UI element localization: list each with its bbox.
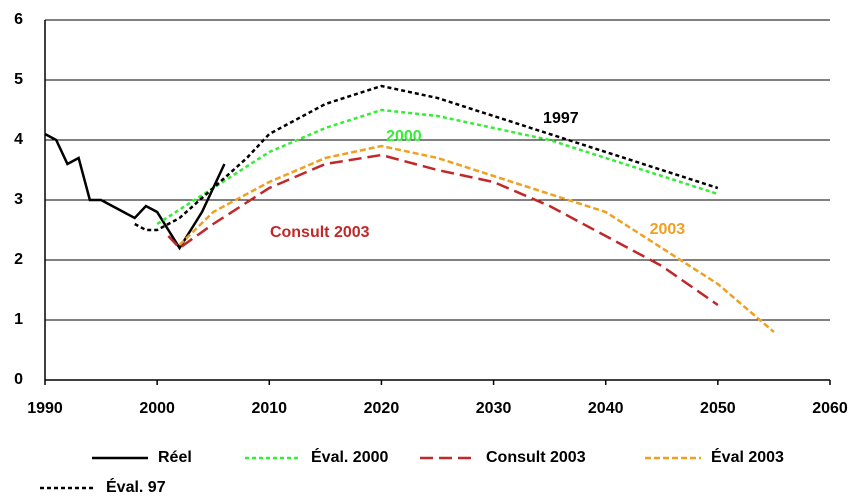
legend-label: Éval 2003 [711, 447, 784, 466]
x-tick-label: 2030 [476, 400, 512, 417]
x-tick-label: 1990 [27, 400, 63, 417]
series-line [44, 132, 226, 251]
y-tick-label: 5 [14, 71, 23, 88]
y-tick-label: 1 [14, 311, 23, 328]
annotation: 2000 [386, 128, 422, 145]
legend-label: Consult 2003 [486, 449, 586, 466]
legend-label: Réel [158, 449, 192, 466]
annotation: 1997 [543, 110, 579, 127]
y-tick-label: 0 [14, 371, 23, 388]
annotation: Consult 2003 [270, 224, 370, 241]
x-tick-label: 2020 [364, 400, 400, 417]
legend-label: Éval. 97 [106, 477, 166, 496]
series-line [178, 144, 775, 333]
x-tick-label: 2060 [812, 400, 848, 417]
annotation: 2003 [650, 221, 686, 238]
y-tick-label: 4 [14, 131, 23, 148]
x-tick-label: 2000 [139, 400, 175, 417]
y-tick-label: 3 [14, 191, 23, 208]
y-tick-label: 6 [14, 11, 23, 28]
legend-label: Éval. 2000 [311, 447, 389, 466]
y-tick-label: 2 [14, 251, 23, 268]
x-tick-label: 2010 [251, 400, 287, 417]
series-line [167, 153, 719, 307]
series-line [156, 108, 719, 226]
x-tick-label: 2040 [588, 400, 624, 417]
x-tick-label: 2050 [700, 400, 736, 417]
